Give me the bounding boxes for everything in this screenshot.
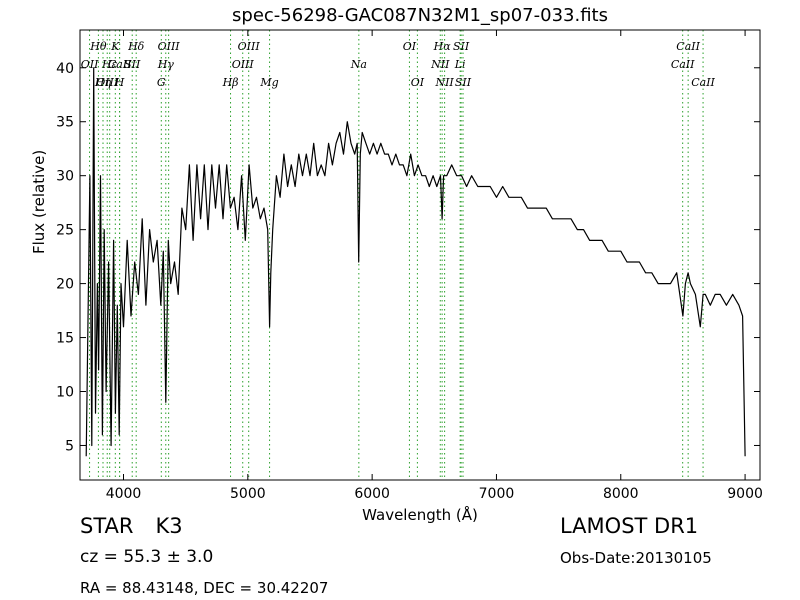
line-marker-label-11: H	[114, 76, 125, 89]
object-class-label: STAR	[80, 514, 134, 538]
line-marker-label-19: OI	[411, 76, 425, 89]
line-marker-label-23: Li	[454, 58, 466, 71]
x-tick-label-3: 7000	[479, 486, 515, 502]
line-marker-label-28: CaII	[691, 76, 715, 89]
x-tick-label-0: 4000	[106, 486, 142, 502]
y-tick-label-2: 15	[56, 331, 74, 347]
line-marker-label-3: OIII	[158, 40, 181, 53]
plot-frame	[79, 29, 761, 481]
x-tick-label-2: 6000	[354, 486, 390, 502]
redshift-readout: cz = 55.3 ± 3.0	[80, 547, 214, 567]
line-marker-label-18: OI	[403, 40, 417, 53]
line-marker-label-13: OIII	[238, 40, 261, 53]
x-tick-label-1: 5000	[230, 486, 266, 502]
y-tick-label-1: 10	[56, 385, 74, 401]
observation-date: Obs-Date:20130105	[560, 549, 712, 567]
line-marker-label-8: Hγ	[157, 58, 175, 71]
y-tick-label-4: 25	[56, 223, 74, 239]
line-marker-label-1: K	[110, 40, 120, 53]
chart-title: spec-56298-GAC087N32M1_sp07-033.fits	[232, 5, 608, 26]
axis-ticks: 4000 5000 6000 7000 8000 9000 5 10 15 20 25 30 35 40	[56, 30, 763, 502]
x-tick-label-5: 9000	[727, 486, 763, 502]
y-tick-label-3: 20	[56, 277, 74, 293]
line-marker-label-17: Na	[350, 58, 367, 71]
line-marker-label-9: OIII	[96, 76, 119, 89]
y-tick-label-6: 35	[56, 115, 74, 131]
x-tick-label-4: 8000	[603, 486, 639, 502]
object-class: STAR K3	[80, 514, 183, 538]
y-axis-label: Flux (relative)	[30, 149, 48, 254]
line-marker-label-25: SII	[455, 76, 472, 89]
y-tick-label-5: 30	[56, 169, 74, 185]
line-marker-label-27: CaII	[671, 58, 695, 71]
coordinates-readout: RA = 88.43148, DEC = 30.42207	[80, 579, 329, 597]
y-tick-label-7: 40	[56, 61, 74, 77]
line-marker-label-24: NII	[434, 76, 454, 89]
line-marker-label-21: SII	[453, 40, 470, 53]
line-marker-label-22: NII	[430, 58, 450, 71]
line-marker-label-10: Hη	[94, 76, 112, 89]
line-marker-label-26: CaII	[676, 40, 700, 53]
line-marker-label-4: OII	[81, 58, 99, 71]
object-subclass-label: K3	[155, 514, 183, 538]
x-axis-label: Wavelength (Å)	[362, 506, 478, 524]
y-tick-label-0: 5	[65, 438, 74, 454]
line-marker-label-0: Hθ	[89, 40, 107, 53]
line-marker-label-7: SII	[124, 58, 141, 71]
flux-series-line-0	[85, 67, 746, 457]
line-marker-label-15: Hβ	[222, 76, 239, 89]
line-marker-label-14: OIII	[232, 58, 255, 71]
line-marker-label-6: CaII	[108, 58, 132, 71]
flux-series-group	[85, 67, 746, 457]
survey-name: LAMOST DR1	[560, 514, 699, 538]
line-marker-label-20: Hα	[433, 40, 452, 53]
line-marker-label-2: Hδ	[127, 40, 145, 53]
line-marker-label-12: G	[157, 76, 166, 89]
line-marker-label-5: Hε	[101, 58, 118, 71]
line-marker-label-16: Mg	[259, 76, 278, 89]
